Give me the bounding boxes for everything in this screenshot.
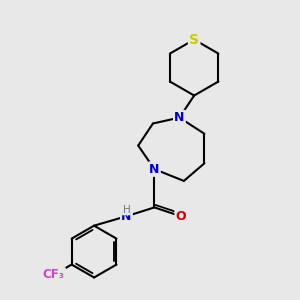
Text: S: S [189,33,199,46]
Text: N: N [149,163,160,176]
Text: H: H [123,205,130,215]
Text: N: N [121,210,132,223]
Text: CF₃: CF₃ [43,268,65,281]
Text: O: O [176,210,186,223]
Text: N: N [174,111,184,124]
